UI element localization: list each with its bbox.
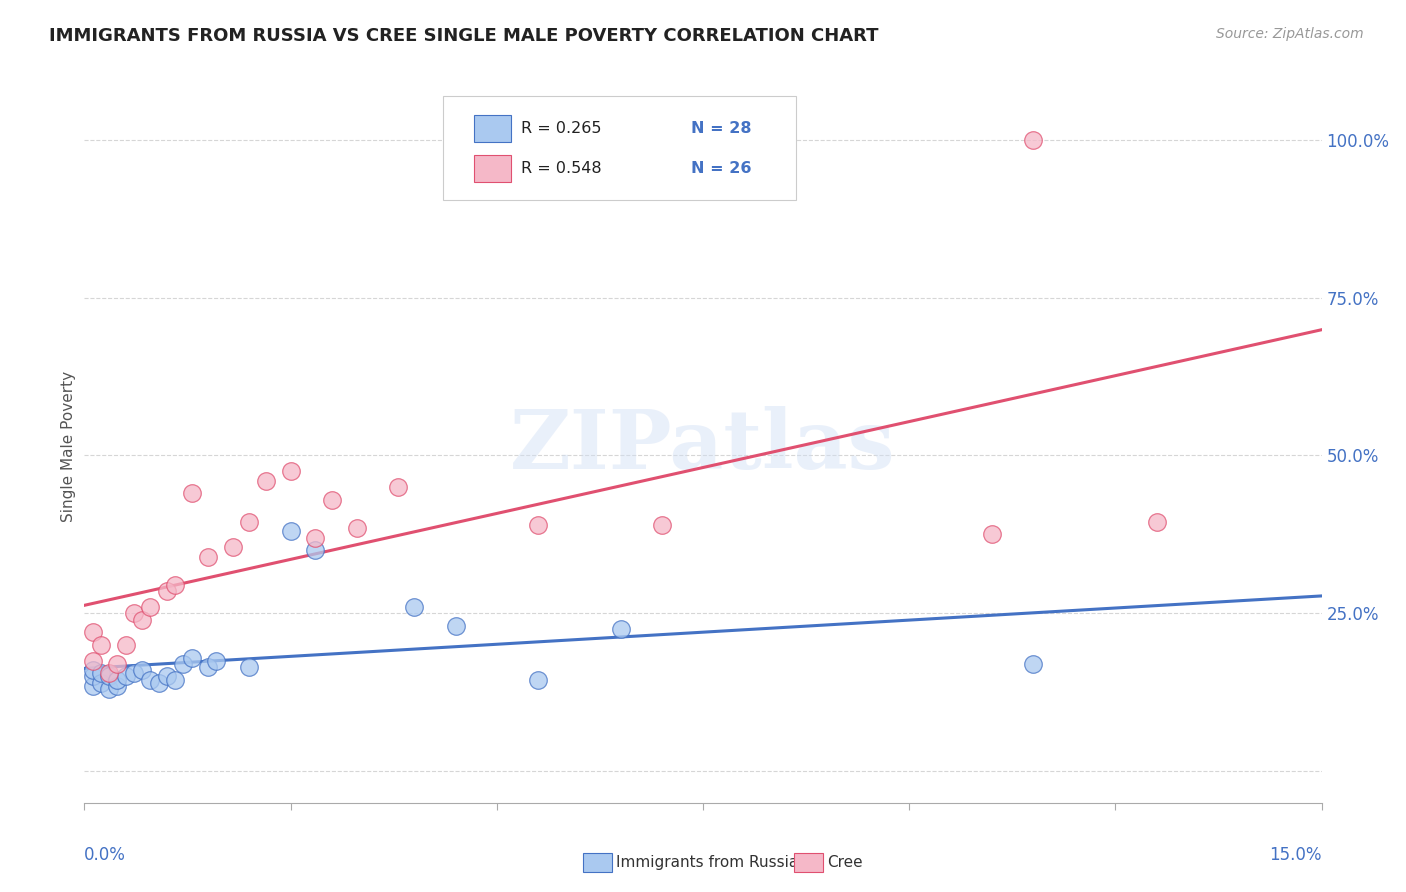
- Point: [172, 657, 194, 671]
- Point: [527, 673, 550, 687]
- Text: Source: ZipAtlas.com: Source: ZipAtlas.com: [1216, 27, 1364, 41]
- Point: [105, 673, 128, 687]
- Point: [90, 666, 112, 681]
- Point: [156, 669, 179, 683]
- Point: [205, 654, 228, 668]
- Point: [180, 486, 202, 500]
- Text: Cree: Cree: [827, 855, 862, 870]
- Y-axis label: Single Male Poverty: Single Male Poverty: [60, 370, 76, 522]
- Point: [180, 650, 202, 665]
- Point: [254, 474, 277, 488]
- Point: [1146, 515, 1168, 529]
- Bar: [474, 155, 512, 182]
- Point: [280, 464, 302, 478]
- Point: [98, 682, 121, 697]
- Text: R = 0.265: R = 0.265: [522, 121, 602, 136]
- Point: [90, 638, 112, 652]
- Point: [304, 531, 326, 545]
- Point: [609, 622, 631, 636]
- Text: R = 0.548: R = 0.548: [522, 161, 602, 176]
- Point: [1022, 133, 1045, 147]
- Text: N = 28: N = 28: [690, 121, 751, 136]
- Point: [197, 660, 219, 674]
- Point: [238, 660, 260, 674]
- Point: [131, 613, 153, 627]
- Point: [980, 527, 1002, 541]
- Bar: [474, 115, 512, 142]
- Point: [139, 600, 162, 615]
- Point: [346, 521, 368, 535]
- Point: [387, 480, 409, 494]
- Point: [156, 584, 179, 599]
- Text: 0.0%: 0.0%: [84, 846, 127, 863]
- Text: 15.0%: 15.0%: [1270, 846, 1322, 863]
- Point: [165, 673, 187, 687]
- Point: [139, 673, 162, 687]
- Point: [98, 669, 121, 683]
- Point: [222, 540, 245, 554]
- Point: [444, 619, 467, 633]
- FancyBboxPatch shape: [443, 96, 796, 200]
- Point: [197, 549, 219, 564]
- Point: [122, 666, 145, 681]
- Point: [105, 679, 128, 693]
- Point: [114, 638, 136, 652]
- Point: [114, 669, 136, 683]
- Text: Immigrants from Russia: Immigrants from Russia: [616, 855, 799, 870]
- Point: [1022, 657, 1045, 671]
- Point: [82, 654, 104, 668]
- Point: [304, 543, 326, 558]
- Point: [238, 515, 260, 529]
- Point: [82, 679, 104, 693]
- Point: [280, 524, 302, 539]
- Point: [82, 663, 104, 677]
- Point: [105, 657, 128, 671]
- Point: [321, 492, 343, 507]
- Point: [90, 675, 112, 690]
- Point: [82, 625, 104, 640]
- Point: [651, 517, 673, 532]
- Text: IMMIGRANTS FROM RUSSIA VS CREE SINGLE MALE POVERTY CORRELATION CHART: IMMIGRANTS FROM RUSSIA VS CREE SINGLE MA…: [49, 27, 879, 45]
- Text: ZIPatlas: ZIPatlas: [510, 406, 896, 486]
- Point: [98, 666, 121, 681]
- Point: [404, 600, 426, 615]
- Point: [527, 517, 550, 532]
- Point: [131, 663, 153, 677]
- Point: [122, 607, 145, 621]
- Point: [82, 669, 104, 683]
- Point: [148, 675, 170, 690]
- Text: N = 26: N = 26: [690, 161, 751, 176]
- Point: [165, 578, 187, 592]
